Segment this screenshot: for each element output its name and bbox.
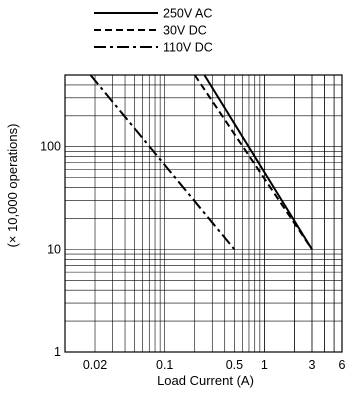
legend-label-1: 250V AC bbox=[163, 7, 212, 21]
legend-label-3: 110V DC bbox=[163, 41, 213, 55]
series-line-3 bbox=[89, 74, 236, 251]
y-tick-label: 10 bbox=[47, 242, 61, 256]
x-tick-label: 1 bbox=[261, 358, 268, 372]
y-tick-labels: 1 10 100 bbox=[40, 140, 61, 359]
x-tick-label: 0.1 bbox=[156, 358, 173, 372]
plot-frame bbox=[64, 74, 343, 353]
x-tick-label: 0.02 bbox=[83, 358, 107, 372]
x-tick-label: 0.5 bbox=[226, 358, 243, 372]
series-line-1 bbox=[203, 74, 313, 250]
x-axis-label: Load Current (A) bbox=[157, 373, 254, 388]
x-tick-label: 6 bbox=[339, 358, 346, 372]
x-tick-label: 3 bbox=[309, 358, 316, 372]
series-line-2 bbox=[193, 74, 313, 250]
x-tick-labels: 0.02 0.1 0.5 1 3 6 bbox=[83, 358, 346, 372]
y-tick-label: 100 bbox=[40, 140, 61, 154]
series-lines bbox=[89, 74, 313, 251]
y-axis-label: (× 10,000 operations) bbox=[5, 124, 20, 248]
y-tick-label: 1 bbox=[54, 345, 61, 359]
legend-label-2: 30V DC bbox=[163, 24, 207, 38]
legend: 250V AC 30V DC 110V DC bbox=[94, 7, 213, 55]
plot-grid bbox=[64, 74, 343, 353]
